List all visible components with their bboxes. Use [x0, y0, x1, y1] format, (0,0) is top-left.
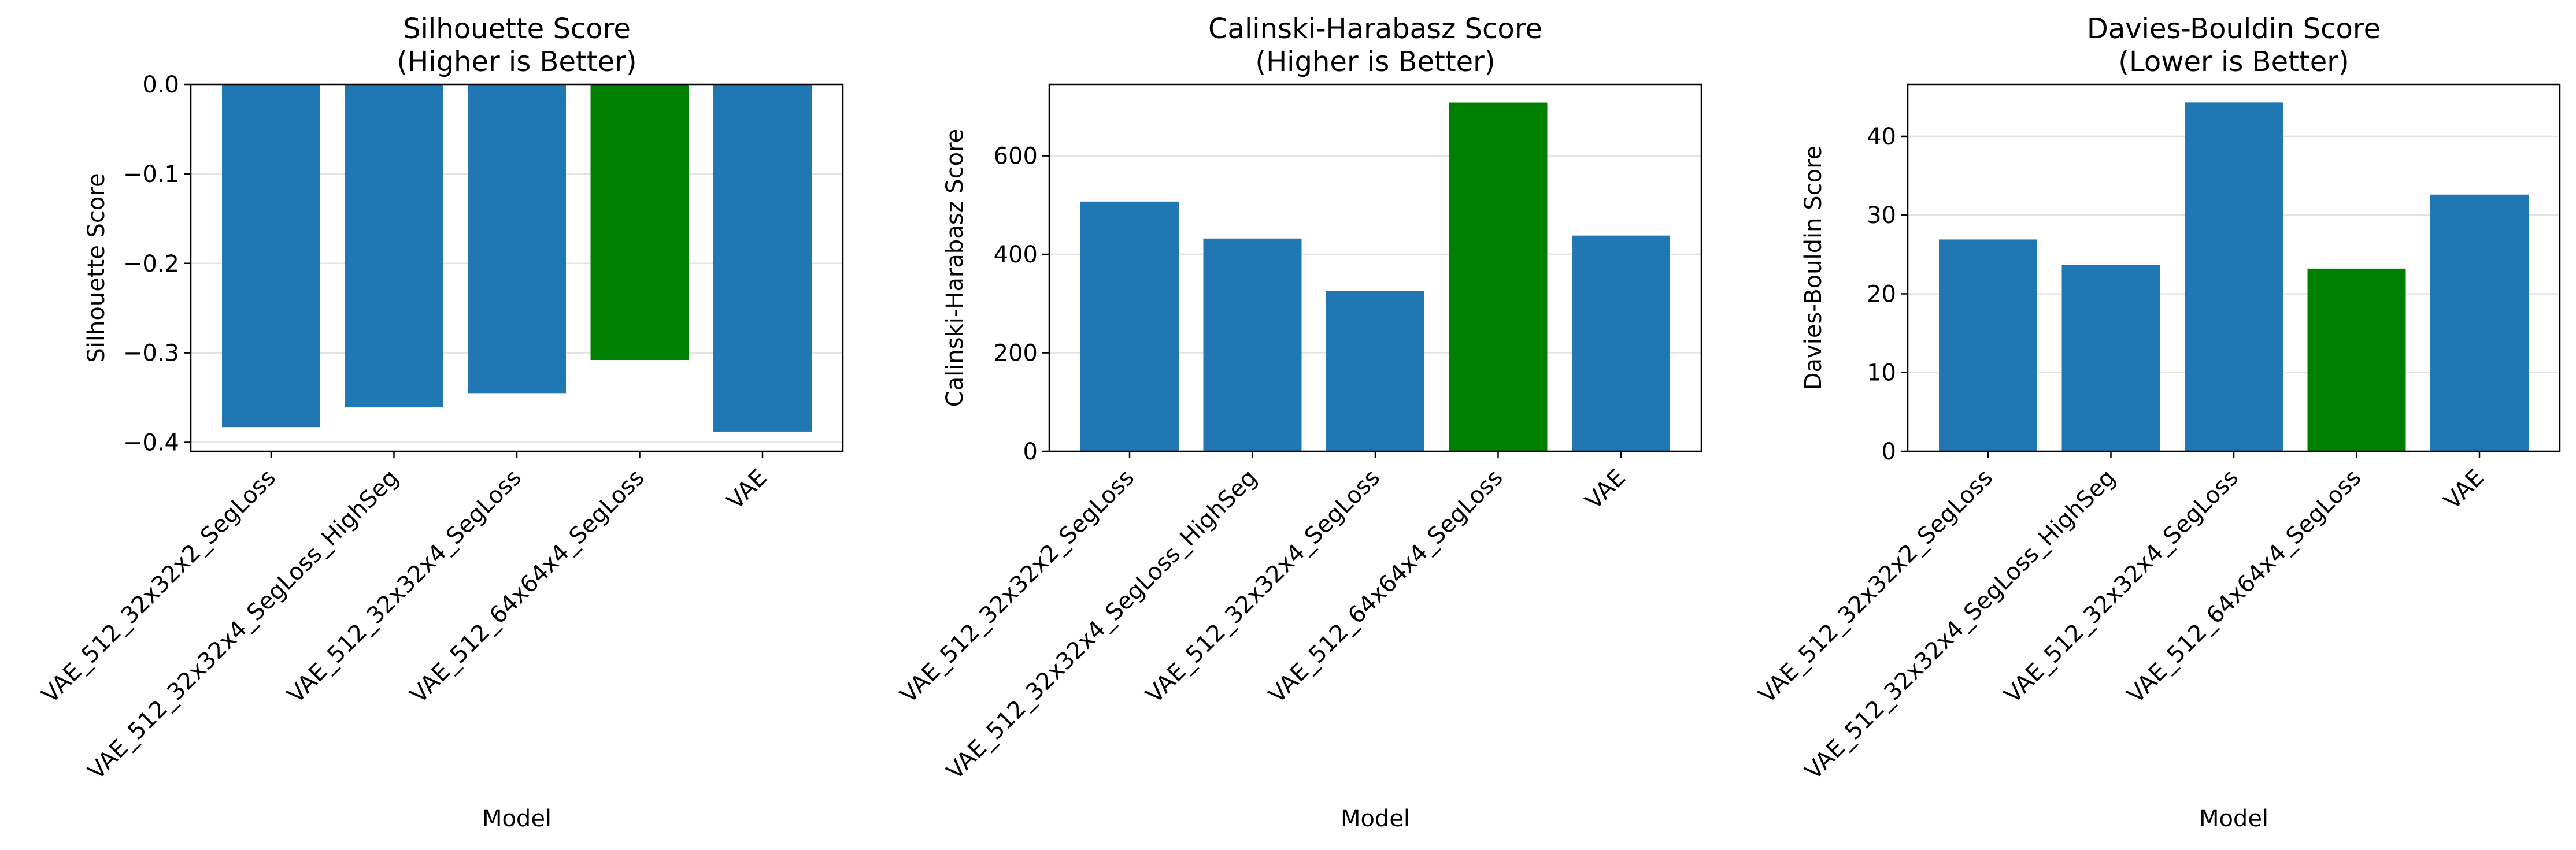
chart-panel-1: 0.0 −0.1 −0.2 −0.3 −0.4 VAE_512_32x32x2_SegLo…	[37, 13, 844, 832]
x-tick-label: VAE	[722, 465, 772, 515]
x-tick-label: VAE	[1581, 465, 1631, 515]
y-tick-label: −0.1	[123, 161, 179, 188]
y-tick-label: 10	[1867, 360, 1896, 387]
bar-1	[222, 84, 320, 428]
y-tick-label: 0	[1882, 439, 1896, 465]
chart-subtitle: (Higher is Better)	[397, 46, 636, 78]
chart-subtitle: (Higher is Better)	[1255, 46, 1495, 78]
y-axis-label: Calinski-Harabasz Score	[942, 129, 968, 407]
x-tick-label: VAE_512_32x32x2_SegLoss	[1754, 465, 1998, 709]
bar-5	[2430, 194, 2529, 451]
y-tick-label: 20	[1867, 281, 1896, 307]
bar-1	[1080, 201, 1179, 451]
y-tick-label: 200	[994, 340, 1038, 367]
x-tick-label: VAE_512_32x32x2_SegLoss	[37, 465, 282, 709]
bar-5	[713, 84, 812, 432]
x-tick-label: VAE_512_64x64x4_SegLoss	[405, 465, 650, 709]
charts-root: 0.0 −0.1 −0.2 −0.3 −0.4 VAE_512_32x32x2_SegLo…	[37, 13, 2561, 832]
x-tick-label: VAE_512_64x64x4_SegLoss	[2122, 465, 2367, 709]
y-tick-label: 400	[994, 242, 1038, 268]
x-tick-label: VAE_512_64x64x4_SegLoss	[1264, 465, 1508, 709]
bar-4	[1449, 102, 1548, 451]
bar-2	[2061, 265, 2160, 451]
y-tick-label: 40	[1867, 124, 1896, 150]
y-tick-label: 0	[1023, 439, 1038, 465]
bar-2	[345, 84, 443, 408]
bar-4	[590, 84, 689, 361]
bar-3	[2185, 102, 2283, 452]
chart-panel-3: 010203040VAE_512_32x32x2_SegLossVAE_512_…	[1754, 13, 2561, 832]
chart-title: Davies-Bouldin Score	[2087, 13, 2381, 45]
bar-5	[1572, 235, 1670, 451]
bar-3	[1326, 291, 1424, 451]
bar-4	[2307, 268, 2406, 451]
x-axis-label: Model	[2199, 806, 2268, 832]
chart-title: Silhouette Score	[403, 13, 631, 45]
y-tick-label: −0.4	[123, 430, 179, 456]
bar-2	[1203, 238, 1302, 451]
x-tick-label: VAE_512_32x32x4_SegLoss	[283, 465, 527, 709]
x-axis-label: Model	[482, 806, 552, 832]
y-axis-label: Silhouette Score	[83, 173, 110, 362]
x-axis-label: Model	[1341, 806, 1410, 832]
bar-3	[468, 84, 566, 394]
chart-panel-2: 0200400600VAE_512_32x32x2_SegLossVAE_512…	[895, 13, 1702, 832]
x-tick-label: VAE_512_32x32x4_SegLoss	[1141, 465, 1386, 709]
y-tick-label: −0.3	[123, 340, 179, 367]
y-tick-label: 30	[1867, 202, 1896, 229]
y-tick-label: −0.2	[123, 251, 179, 277]
x-tick-label: VAE_512_32x32x2_SegLoss	[895, 465, 1140, 709]
x-tick-label: VAE_512_32x32x4_SegLoss	[2000, 465, 2244, 709]
y-tick-label: 0.0	[142, 72, 179, 98]
bar-1	[1939, 239, 2037, 451]
chart-subtitle: (Lower is Better)	[2118, 46, 2349, 78]
y-axis-label: Davies-Bouldin Score	[1800, 146, 1827, 391]
chart-title: Calinski-Harabasz Score	[1208, 13, 1542, 45]
x-tick-label: VAE	[2439, 465, 2489, 515]
y-tick-label: 600	[994, 143, 1038, 170]
